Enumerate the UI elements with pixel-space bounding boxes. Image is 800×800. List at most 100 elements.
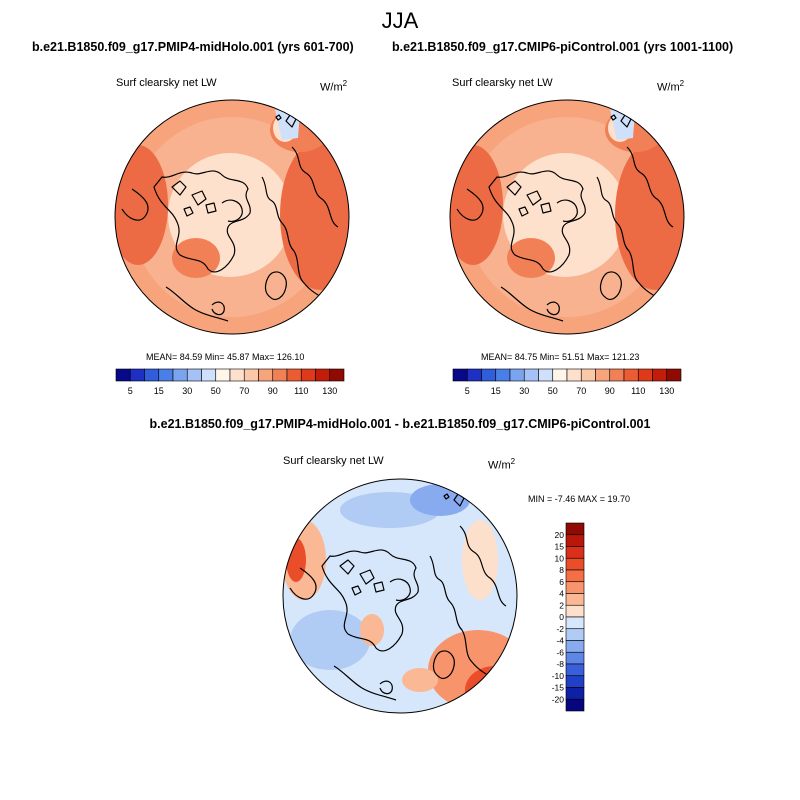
colorbar-swatch <box>172 368 188 382</box>
colorbar-swatch <box>565 687 585 700</box>
panel-left-stats: MEAN= 84.59 Min= 45.87 Max= 126.10 <box>146 352 305 362</box>
colorbar-tick-label: 4 <box>559 589 564 599</box>
colorbar-tick-label: 70 <box>239 386 249 396</box>
colorbar-tick-label: 15 <box>154 386 164 396</box>
panel-left-variable: Surf clearsky net LW <box>116 77 217 89</box>
colorbar-tick-label: -4 <box>556 636 564 646</box>
colorbar-swatch <box>565 569 585 583</box>
colorbar-tick-label: 50 <box>548 386 558 396</box>
colorbar-tick-label: 8 <box>559 565 564 575</box>
difference-variable: Surf clearsky net LW <box>283 455 384 467</box>
difference-units: W/m2 <box>488 457 516 472</box>
colorbar-tick-label: 50 <box>211 386 221 396</box>
colorbar-tick-label: 130 <box>659 386 674 396</box>
colorbar-swatch <box>637 368 653 382</box>
panel-right-stats: MEAN= 84.75 Min= 51.51 Max= 121.23 <box>481 352 640 362</box>
colorbar-swatch <box>158 368 174 382</box>
map-left-border <box>114 99 350 335</box>
colorbar-swatch <box>623 368 639 382</box>
colorbar-tick-label: 5 <box>128 386 133 396</box>
colorbar-swatch <box>523 368 539 382</box>
colorbar-left: 5 15 30 50 70 90 110 130 <box>115 368 345 396</box>
colorbar-swatch <box>565 663 585 677</box>
colorbar-tick-label: 110 <box>294 386 308 396</box>
map-left <box>115 100 349 334</box>
colorbar-tick-label: 5 <box>465 386 470 396</box>
colorbar-swatch <box>452 368 468 382</box>
colorbar-swatch <box>565 581 585 594</box>
colorbar-swatch <box>115 368 131 382</box>
colorbar-swatch <box>286 368 302 382</box>
colorbar-tick-label: 15 <box>491 386 501 396</box>
colorbar-swatch <box>552 368 568 382</box>
colorbar-swatch <box>565 675 585 688</box>
colorbar-swatch <box>565 522 585 536</box>
colorbar-tick-label: -15 <box>552 683 565 693</box>
difference-title: b.e21.B1850.f09_g17.PMIP4-midHolo.001 - … <box>149 417 651 431</box>
colorbar-tick-label: 0 <box>559 612 564 622</box>
colorbar-swatch <box>609 368 625 382</box>
map-right-border <box>449 99 685 335</box>
colorbar-tick-label: -8 <box>556 659 564 669</box>
figure-title: JJA <box>381 8 419 33</box>
colorbar-tick-label: -10 <box>552 671 565 681</box>
colorbar-tick-label: -2 <box>556 624 564 634</box>
colorbar-swatch <box>565 534 585 547</box>
colorbar-swatch <box>565 557 585 571</box>
colorbar-right: 5 15 30 50 70 90 110 130 <box>452 368 682 396</box>
colorbar-tick-label: 110 <box>631 386 645 396</box>
colorbar-swatch <box>144 368 160 382</box>
colorbar-tick-label: -20 <box>552 694 565 704</box>
colorbar-swatch <box>186 368 202 382</box>
colorbar-swatch <box>666 368 682 382</box>
colorbar-tick-label: 30 <box>519 386 529 396</box>
colorbar-swatch <box>565 604 585 618</box>
colorbar-swatch <box>129 368 145 382</box>
colorbar-swatch <box>315 368 331 382</box>
colorbar-tick-label: 130 <box>322 386 337 396</box>
colorbar-tick-label: 15 <box>555 542 565 552</box>
colorbar-swatch <box>215 368 231 382</box>
colorbar-swatch <box>272 368 288 382</box>
colorbar-swatch <box>565 651 585 665</box>
colorbar-swatch <box>300 368 316 382</box>
colorbar-swatch <box>201 368 217 382</box>
colorbar-swatch <box>538 368 554 382</box>
map-difference-border <box>282 478 518 714</box>
colorbar-swatch <box>565 640 585 653</box>
panel-left-title: b.e21.B1850.f09_g17.PMIP4-midHolo.001 (y… <box>32 40 354 54</box>
colorbar-tick-label: 90 <box>605 386 615 396</box>
colorbar-swatch <box>565 546 585 559</box>
map-right <box>450 100 684 334</box>
colorbar-swatch <box>580 368 596 382</box>
colorbar-swatch <box>509 368 525 382</box>
difference-stats: MIN = -7.46 MAX = 19.70 <box>528 494 631 504</box>
colorbar-swatch <box>329 368 345 382</box>
map-difference <box>283 479 517 713</box>
colorbar-swatch <box>595 368 611 382</box>
panel-right-variable: Surf clearsky net LW <box>452 77 553 89</box>
colorbar-tick-label: 20 <box>555 530 565 540</box>
colorbar-tick-label: 90 <box>268 386 278 396</box>
colorbar-tick-label: 30 <box>182 386 192 396</box>
colorbar-swatch <box>243 368 259 382</box>
colorbar-tick-label: -6 <box>556 647 564 657</box>
colorbar-swatch <box>565 698 585 712</box>
colorbar-tick-label: 10 <box>555 553 565 563</box>
colorbar-swatch <box>229 368 245 382</box>
colorbar-swatch <box>652 368 668 382</box>
colorbar-swatch <box>565 628 585 641</box>
colorbar-swatch <box>481 368 497 382</box>
colorbar-tick-label: 6 <box>559 577 564 587</box>
colorbar-swatch <box>495 368 511 382</box>
colorbar-swatch <box>466 368 482 382</box>
colorbar-swatch <box>565 593 585 606</box>
colorbar-tick-label: 70 <box>576 386 586 396</box>
panel-right-title: b.e21.B1850.f09_g17.CMIP6-piControl.001 … <box>392 40 734 54</box>
colorbar-swatch <box>565 616 585 630</box>
colorbar-swatch <box>258 368 274 382</box>
colorbar-tick-label: 2 <box>559 600 564 610</box>
panel-left-units: W/m2 <box>320 79 348 94</box>
